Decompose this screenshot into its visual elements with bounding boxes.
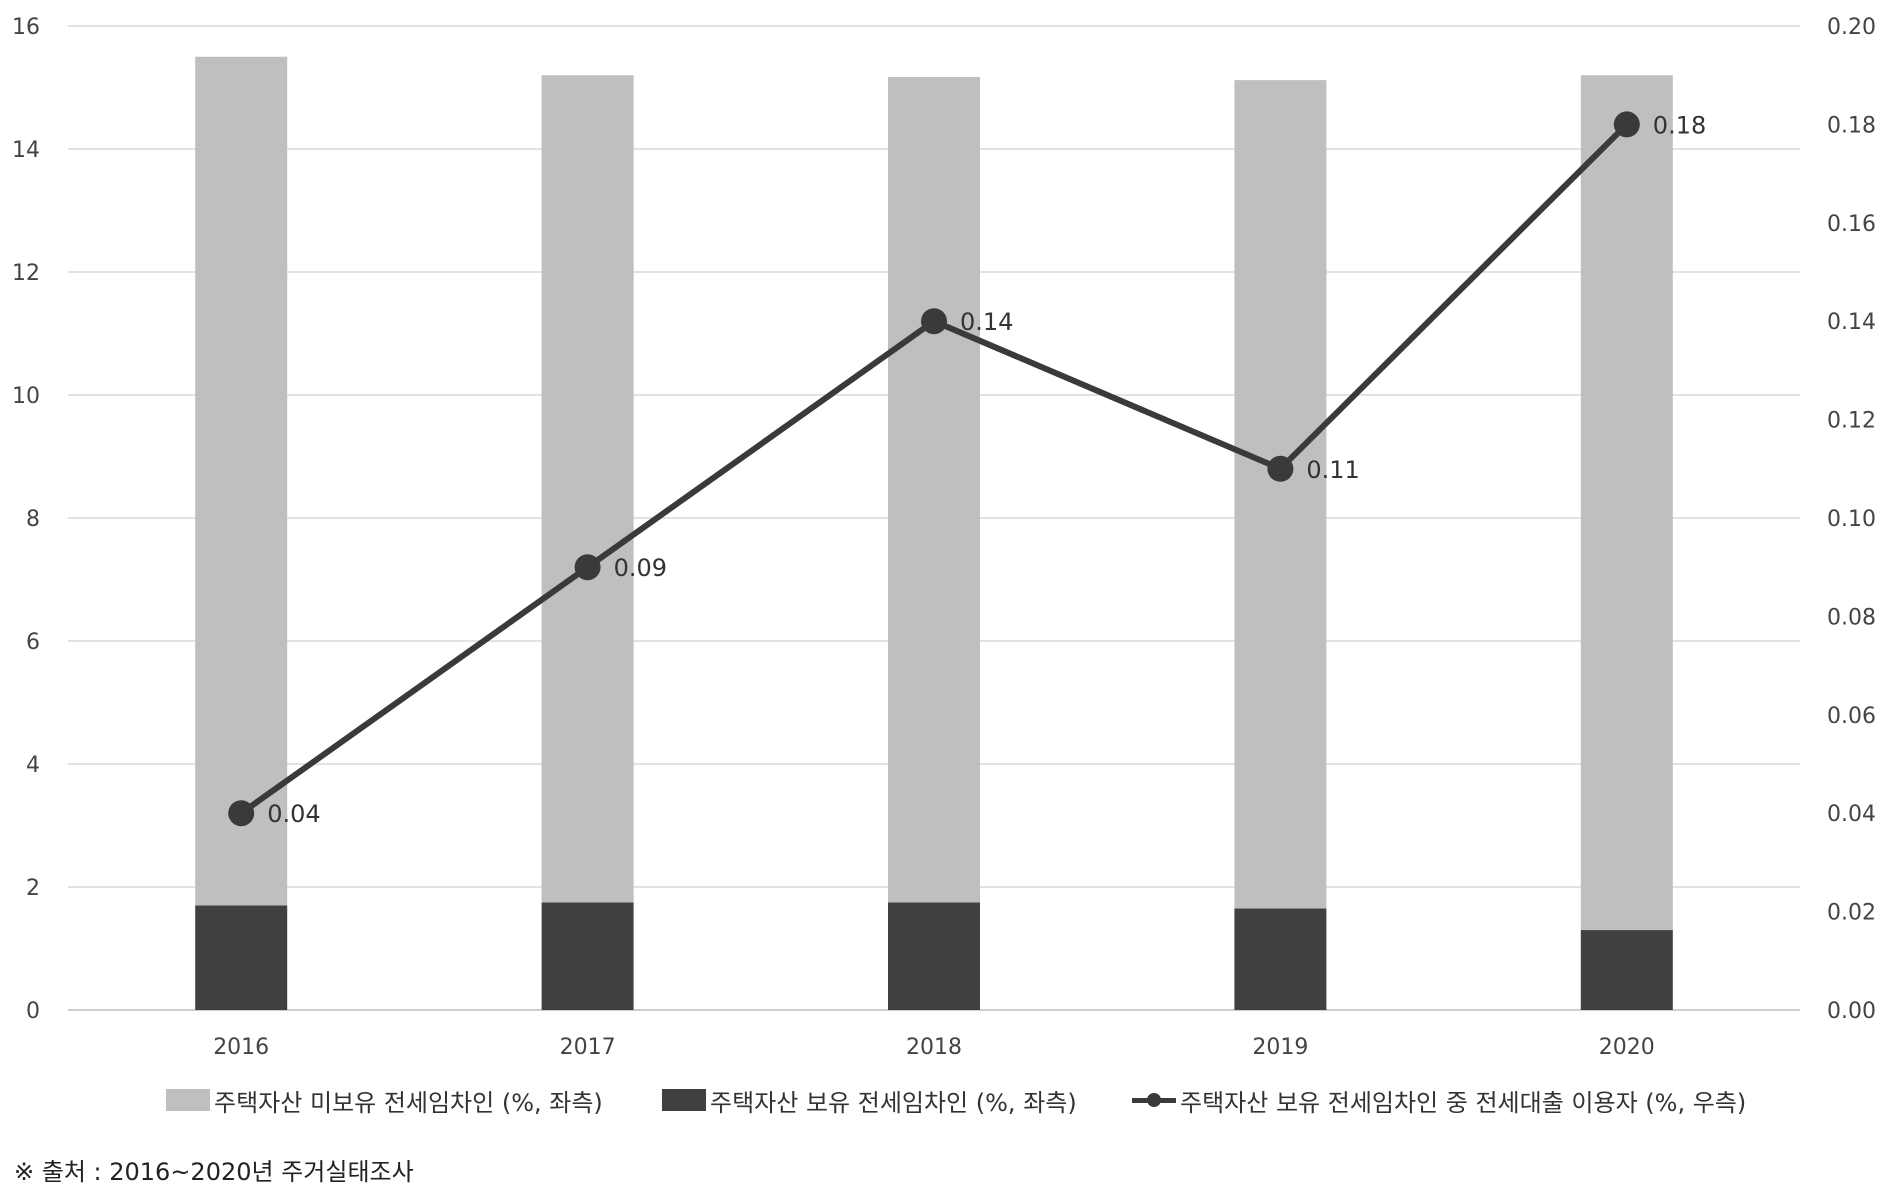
left-y-tick-label: 10 [12, 384, 40, 409]
line-point-marker [1613, 111, 1640, 138]
right-y-tick-label: 0.00 [1827, 999, 1876, 1024]
right-y-tick-label: 0.18 [1827, 113, 1876, 138]
source-note: ※ 출처 : 2016~2020년 주거실태조사 [14, 1158, 414, 1186]
legend-item-loan-users: 주택자산 보유 전세임차인 중 전세대출 이용자 (%, 우측) [1132, 1078, 1746, 1122]
bar-with-housing-assets [195, 905, 288, 1010]
x-tick-label: 2016 [213, 1035, 269, 1060]
bar-no-housing-assets [541, 75, 634, 903]
line-point-marker [921, 308, 947, 335]
line-data-label: 0.14 [960, 308, 1013, 336]
bar-no-housing-assets [1580, 75, 1673, 931]
line-data-label: 0.09 [614, 554, 667, 582]
bar-with-housing-assets [541, 902, 634, 1010]
bar-with-housing-assets [1234, 908, 1327, 1010]
right-y-tick-label: 0.10 [1827, 507, 1876, 532]
legend-swatch-light-bar [166, 1089, 210, 1111]
line-series: 0.04 0.09 0.14 0.11 0.18 [228, 111, 1706, 828]
right-y-tick-label: 0.06 [1827, 704, 1876, 729]
bar-no-housing-assets [888, 77, 980, 903]
legend-label: 주택자산 미보유 전세임차인 (%, 좌측) [214, 1088, 603, 1117]
x-tick-label: 2019 [1252, 1035, 1308, 1060]
bar-with-housing-assets [1580, 930, 1673, 1010]
line-data-label: 0.04 [267, 800, 320, 828]
legend-swatch-dark-bar [662, 1089, 706, 1111]
bar-no-housing-assets [1234, 80, 1327, 909]
left-y-tick-label: 2 [26, 876, 40, 901]
legend-label: 주택자산 보유 전세임차인 (%, 좌측) [710, 1088, 1077, 1117]
right-y-tick-label: 0.02 [1827, 901, 1876, 926]
legend-item-no-housing-assets: 주택자산 미보유 전세임차인 (%, 좌측) [166, 1078, 603, 1122]
left-y-tick-label: 8 [26, 507, 40, 532]
left-y-tick-label: 4 [26, 753, 40, 778]
legend: 주택자산 미보유 전세임차인 (%, 좌측) 주택자산 보유 전세임차인 (%,… [0, 1078, 1892, 1122]
left-y-tick-label: 16 [12, 15, 40, 40]
x-tick-label: 2017 [560, 1035, 616, 1060]
line-point-marker [228, 800, 255, 827]
bar-with-housing-assets [888, 902, 980, 1010]
legend-item-with-housing-assets: 주택자산 보유 전세임차인 (%, 좌측) [662, 1078, 1077, 1122]
bar-no-housing-assets [195, 56, 288, 906]
right-y-tick-label: 0.04 [1827, 802, 1876, 827]
line-point-marker [574, 554, 601, 581]
left-y-tick-label: 14 [12, 138, 40, 163]
x-tick-label: 2020 [1599, 1035, 1655, 1060]
left-y-tick-label: 0 [26, 999, 40, 1024]
x-tick-label: 2018 [906, 1035, 962, 1060]
left-y-tick-label: 6 [26, 630, 40, 655]
legend-swatch-line-marker [1132, 1089, 1176, 1111]
right-y-tick-label: 0.16 [1827, 212, 1876, 237]
right-y-axis: 0.00 0.02 0.04 0.06 0.08 0.10 0.12 0.14 0.16 0.18… [1827, 15, 1876, 1024]
right-y-tick-label: 0.12 [1827, 409, 1876, 434]
left-y-tick-label: 12 [12, 261, 40, 286]
x-axis: 2016 2017 2018 2019 2020 [213, 1035, 1655, 1060]
bar-series [195, 56, 1673, 1010]
line-data-label: 0.18 [1653, 111, 1706, 139]
left-y-axis: 0 2 4 6 8 10 12 14 16 [12, 15, 40, 1024]
line-point-marker [1267, 455, 1294, 482]
legend-label: 주택자산 보유 전세임차인 중 전세대출 이용자 (%, 우측) [1180, 1088, 1747, 1117]
right-y-tick-label: 0.20 [1827, 15, 1876, 40]
line-data-label: 0.11 [1306, 456, 1359, 484]
right-y-tick-label: 0.08 [1827, 605, 1876, 630]
right-y-tick-label: 0.14 [1827, 310, 1876, 335]
